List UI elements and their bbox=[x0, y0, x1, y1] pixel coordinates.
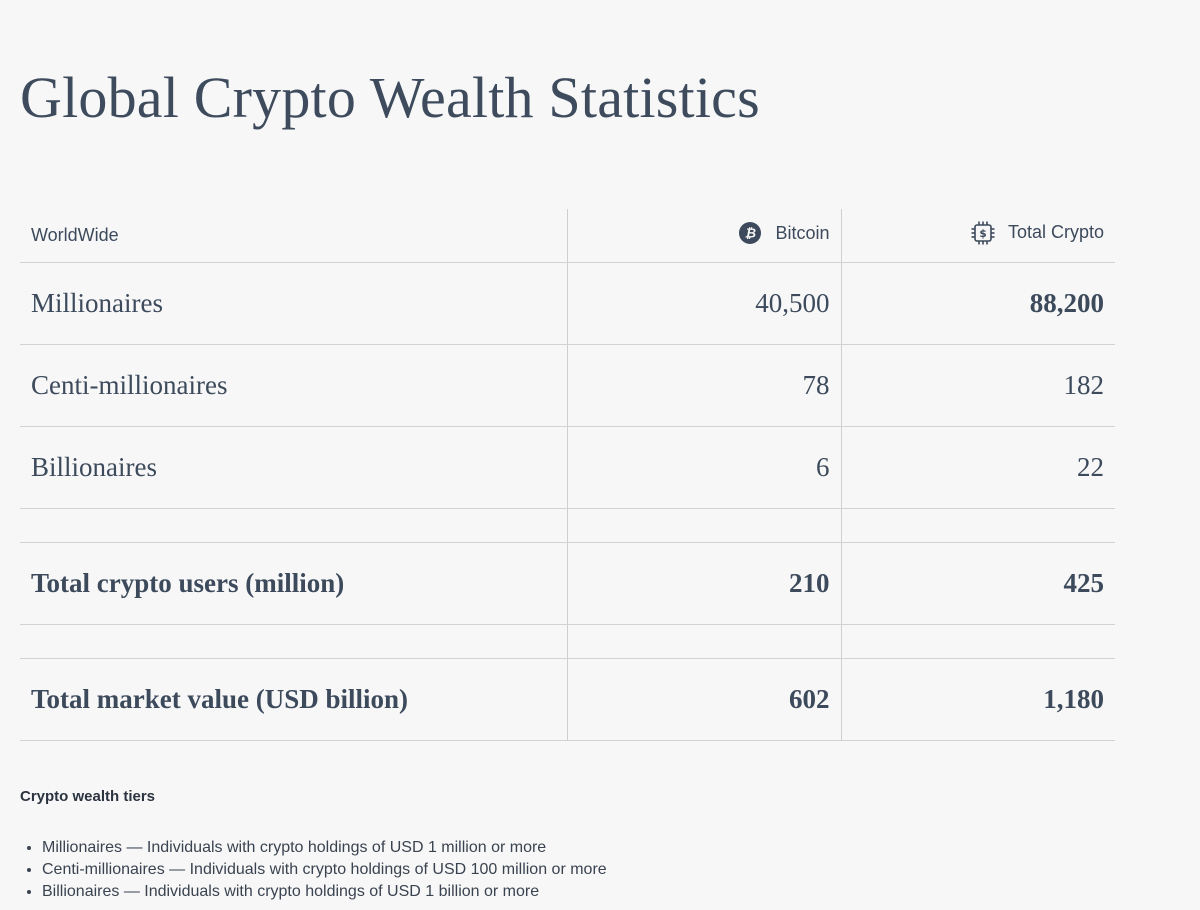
total-label: Total market value (USD billion) bbox=[20, 658, 567, 741]
bitcoin-icon: ₿ bbox=[737, 220, 763, 246]
total-crypto-value: 425 bbox=[840, 542, 1115, 625]
spacer-cell bbox=[20, 508, 567, 543]
crypto-chip-icon: $ bbox=[970, 220, 996, 246]
row-label: Billionaires bbox=[20, 426, 567, 509]
row-label: Centi-millionaires bbox=[20, 344, 567, 427]
list-item: Billionaires — Individuals with crypto h… bbox=[42, 881, 607, 903]
total-crypto-value: 1,180 bbox=[840, 658, 1115, 741]
total-bitcoin-value: 602 bbox=[566, 658, 841, 741]
header-total-crypto-label: Total Crypto bbox=[1007, 222, 1104, 243]
spacer-cell bbox=[20, 624, 567, 659]
header-worldwide: WorldWide bbox=[20, 209, 567, 263]
row-total-crypto-value: 88,200 bbox=[840, 262, 1115, 345]
notes-title: Crypto wealth tiers bbox=[20, 788, 156, 805]
list-item: Centi-millionaires — Individuals with cr… bbox=[42, 859, 607, 881]
wealth-table: WorldWide ₿ Bitcoin bbox=[20, 209, 1115, 741]
svg-text:₿: ₿ bbox=[745, 227, 756, 242]
spacer-cell bbox=[566, 508, 841, 543]
header-bitcoin: ₿ Bitcoin bbox=[566, 209, 841, 263]
table-total-row: Total crypto users (million) 210 425 bbox=[20, 542, 1115, 625]
spacer-cell bbox=[840, 508, 1115, 543]
table-header-row: WorldWide ₿ Bitcoin bbox=[20, 209, 1115, 263]
table-spacer-row bbox=[20, 508, 1115, 543]
row-bitcoin-value: 78 bbox=[566, 344, 841, 427]
row-bitcoin-value: 6 bbox=[566, 426, 841, 509]
page-title: Global Crypto Wealth Statistics bbox=[20, 65, 760, 130]
list-item: Millionaires — Individuals with crypto h… bbox=[42, 837, 607, 859]
table-row: Centi-millionaires 78 182 bbox=[20, 344, 1115, 427]
svg-text:$: $ bbox=[979, 228, 986, 240]
header-bitcoin-label: Bitcoin bbox=[775, 222, 830, 243]
row-label: Millionaires bbox=[20, 262, 567, 345]
row-total-crypto-value: 182 bbox=[840, 344, 1115, 427]
total-label: Total crypto users (million) bbox=[20, 542, 567, 625]
notes-list: Millionaires — Individuals with crypto h… bbox=[20, 837, 607, 903]
header-total-crypto: $ Total Crypto bbox=[840, 209, 1115, 263]
table-spacer-row bbox=[20, 624, 1115, 659]
table-row: Millionaires 40,500 88,200 bbox=[20, 262, 1115, 345]
row-total-crypto-value: 22 bbox=[840, 426, 1115, 509]
total-bitcoin-value: 210 bbox=[566, 542, 841, 625]
table-row: Billionaires 6 22 bbox=[20, 426, 1115, 509]
table-total-row: Total market value (USD billion) 602 1,1… bbox=[20, 658, 1115, 741]
row-bitcoin-value: 40,500 bbox=[566, 262, 841, 345]
spacer-cell bbox=[840, 624, 1115, 659]
spacer-cell bbox=[566, 624, 841, 659]
